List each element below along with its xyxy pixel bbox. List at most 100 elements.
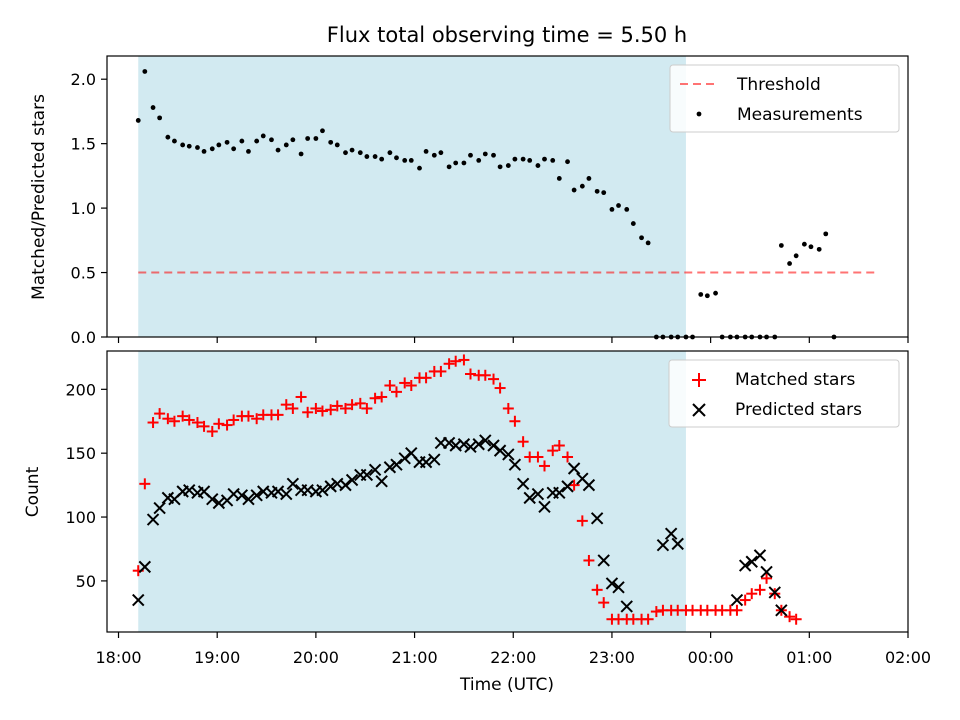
predicted-star-point xyxy=(656,538,670,552)
top-y-axis: 0.0 0.5 1.0 1.5 2.0 xyxy=(71,70,107,347)
measurement-point xyxy=(550,158,556,163)
predicted-star-point xyxy=(612,581,625,594)
predicted-star-point xyxy=(472,438,485,451)
matched-star-point xyxy=(316,405,328,417)
predicted-star-point xyxy=(286,477,300,491)
measurement-point xyxy=(201,148,207,154)
matched-star-point xyxy=(272,409,284,421)
measurement-point xyxy=(453,160,459,166)
measurement-point xyxy=(601,190,607,196)
measurement-point xyxy=(209,146,215,152)
predicted-star-point xyxy=(345,473,359,487)
matched-star-point xyxy=(384,379,396,391)
x-tick-label: 00:00 xyxy=(688,648,734,667)
measurement-point xyxy=(787,261,792,266)
measurement-point xyxy=(343,150,348,156)
measurement-point xyxy=(586,176,592,181)
measurement-point xyxy=(609,206,615,212)
matched-star-point xyxy=(242,410,254,422)
measurement-point xyxy=(283,142,289,148)
predicted-star-point xyxy=(590,512,604,525)
predicted-star-point xyxy=(183,484,196,497)
x-tick-label: 23:00 xyxy=(589,648,635,667)
measurement-point xyxy=(172,138,177,144)
measurement-point xyxy=(616,203,621,208)
predicted-star-point xyxy=(738,559,752,572)
measurement-point xyxy=(224,139,230,145)
measurement-point xyxy=(408,158,414,163)
measurement-point xyxy=(823,231,829,237)
matched-star-point xyxy=(206,425,218,437)
x-tick-label: 18:00 xyxy=(95,648,141,667)
predicted-star-point xyxy=(250,489,263,502)
measurement-point xyxy=(387,150,393,156)
measurement-point xyxy=(468,152,473,158)
predicted-star-point xyxy=(324,480,337,493)
y-tick-label: 150 xyxy=(65,444,96,463)
measurement-point xyxy=(372,154,378,159)
predicted-star-point xyxy=(487,439,500,452)
measurement-point xyxy=(254,138,260,144)
x-tick-label: 20:00 xyxy=(293,648,339,667)
matched-star-point xyxy=(435,365,447,377)
matched-star-point xyxy=(547,445,559,457)
predicted-star-point xyxy=(516,477,530,491)
predicted-star-point xyxy=(523,491,536,505)
matched-star-point xyxy=(553,440,565,452)
legend-measurements-label: Measurements xyxy=(737,105,863,125)
y-tick-label: 1.0 xyxy=(71,199,96,218)
matched-star-point xyxy=(761,572,773,584)
matched-star-point xyxy=(539,460,551,472)
measurement-point xyxy=(334,142,340,148)
measurement-point xyxy=(482,151,488,157)
measurement-point xyxy=(216,142,222,148)
matched-star-point xyxy=(583,554,595,566)
bottom-shaded-span xyxy=(138,351,686,632)
measurement-point xyxy=(542,156,547,162)
predicted-star-point xyxy=(531,487,545,501)
matched-star-point xyxy=(228,414,240,426)
matched-star-point xyxy=(562,451,574,463)
measurement-point xyxy=(186,143,192,149)
matched-star-point xyxy=(568,479,580,491)
predicted-star-point xyxy=(479,434,492,447)
matched-star-point xyxy=(361,402,373,414)
matched-star-point xyxy=(650,606,662,618)
measurement-point xyxy=(446,164,452,170)
measurement-point xyxy=(476,158,482,163)
matched-star-point xyxy=(221,419,233,431)
measurement-point xyxy=(461,160,467,166)
predicted-star-point xyxy=(457,438,471,451)
chart-title: Flux total observing time = 5.50 h xyxy=(327,23,687,47)
legend-matched-label: Matched stars xyxy=(735,370,855,390)
predicted-star-point xyxy=(553,486,566,499)
measurement-point xyxy=(431,152,437,158)
matched-star-point xyxy=(731,604,743,616)
matched-star-point xyxy=(302,406,314,418)
predicted-star-point xyxy=(242,492,255,506)
matched-star-point xyxy=(139,478,151,490)
predicted-star-point xyxy=(383,461,397,474)
predicted-star-point xyxy=(212,496,226,510)
measurement-point xyxy=(624,206,630,212)
measurement-point xyxy=(349,147,355,153)
measurement-point xyxy=(298,151,304,157)
predicted-star-point xyxy=(502,448,515,461)
matched-star-point xyxy=(191,417,203,429)
predicted-star-point xyxy=(368,463,382,476)
matched-star-point xyxy=(154,408,166,420)
measurement-point xyxy=(704,293,710,299)
measurement-point xyxy=(275,147,281,153)
matched-star-point xyxy=(331,400,343,412)
measurement-point xyxy=(305,136,311,141)
y-tick-label: 200 xyxy=(65,380,96,399)
measurement-point xyxy=(328,139,334,145)
predicted-star-point xyxy=(316,484,329,497)
measurement-point xyxy=(645,240,651,246)
matched-star-point xyxy=(443,358,455,370)
matched-star-point xyxy=(399,377,411,389)
predicted-star-point xyxy=(597,554,610,567)
predicted-star-point xyxy=(493,444,507,457)
measurement-point xyxy=(527,158,533,163)
measurement-point xyxy=(520,156,526,162)
